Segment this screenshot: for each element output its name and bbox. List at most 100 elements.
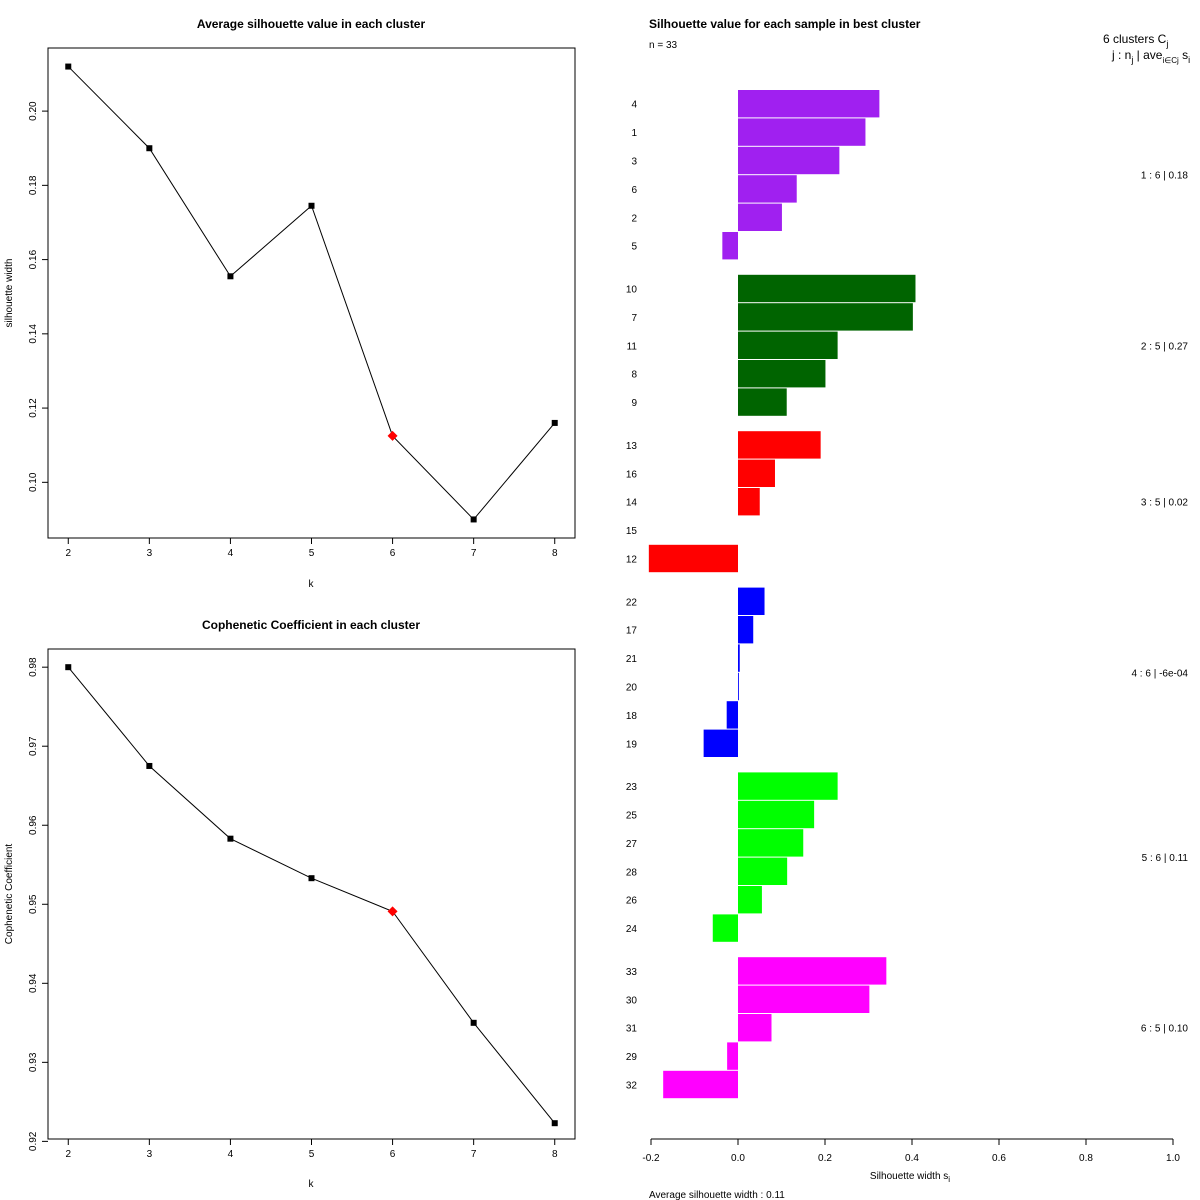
silhouette-bar <box>722 232 738 260</box>
cophenetic-data-point <box>65 664 72 671</box>
sample-label: 7 <box>631 313 637 324</box>
silhouette-x-tick-label: 0.4 <box>905 1153 919 1164</box>
sample-label: 32 <box>626 1081 638 1092</box>
silhouette-bar <box>738 360 826 388</box>
silhouette-x-tick-label: 0.6 <box>992 1153 1006 1164</box>
sample-label: 20 <box>626 683 638 694</box>
silhouette-bar <box>648 544 738 573</box>
avg-silhouette-title: Average silhouette value in each cluster <box>197 17 426 31</box>
silhouette-bar <box>738 957 887 985</box>
silhouette-bar <box>738 146 840 175</box>
cophenetic-data-point <box>146 762 153 769</box>
silhouette-bar <box>738 175 797 203</box>
sample-label: 3 <box>631 157 637 168</box>
sample-label: 12 <box>626 555 638 566</box>
avg-silhouette-data-point <box>551 419 558 426</box>
silhouette-bar <box>738 800 815 829</box>
avg-silhouette-best-k-point <box>387 430 398 441</box>
cophenetic-x-tick-label: 8 <box>552 1149 558 1160</box>
avg-silhouette-y-tick-label: 0.12 <box>28 398 39 418</box>
silhouette-x-tick-label: 0.2 <box>818 1153 832 1164</box>
avg-silhouette-x-tick-label: 2 <box>65 548 71 559</box>
silhouette-bar <box>738 488 760 516</box>
silhouette-bar <box>727 1042 739 1070</box>
sample-label: 8 <box>631 370 637 381</box>
cophenetic-x-tick-label: 4 <box>228 1149 234 1160</box>
sample-label: 11 <box>627 341 638 352</box>
sample-label: 26 <box>626 896 638 907</box>
silhouette-bar <box>738 303 913 331</box>
cluster-summary-label: 2 : 5 | 0.27 <box>1141 341 1189 352</box>
silhouette-x-tick-label: 0.0 <box>731 1153 745 1164</box>
sample-label: 6 <box>631 185 637 196</box>
silhouette-bar <box>738 985 870 1013</box>
cophenetic-data-point <box>470 1019 477 1026</box>
sample-label: 18 <box>626 711 638 722</box>
silhouette-plot-panel: Silhouette value for each sample in best… <box>626 17 1190 1200</box>
avg-silhouette-x-tick-label: 7 <box>471 548 477 559</box>
silhouette-bar <box>738 616 754 644</box>
sample-label: 21 <box>626 654 638 665</box>
avg-silhouette-x-tick-label: 5 <box>309 548 315 559</box>
sample-label: 22 <box>626 597 638 608</box>
avg-silhouette-panel: Average silhouette value in each cluster… <box>4 17 576 590</box>
silhouette-bar <box>738 772 838 800</box>
silhouette-bar <box>738 829 804 857</box>
cluster-summary-label: 5 : 6 | 0.11 <box>1142 853 1189 864</box>
cophenetic-x-tick-label: 3 <box>147 1149 153 1160</box>
sample-label: 10 <box>626 285 638 296</box>
cophenetic-x-axis-label: k <box>309 1179 315 1190</box>
sample-label: 13 <box>626 441 638 452</box>
cophenetic-data-point <box>308 875 315 882</box>
silhouette-bar <box>738 431 821 459</box>
sample-label: 30 <box>626 995 638 1006</box>
sample-label: 15 <box>626 526 638 537</box>
silhouette-bar <box>738 857 788 885</box>
silhouette-bar <box>738 459 775 487</box>
silhouette-bar <box>738 1014 772 1042</box>
avg-silhouette-data-point <box>227 273 234 280</box>
silhouette-bar <box>738 118 866 146</box>
sample-label: 27 <box>626 839 638 850</box>
silhouette-bar <box>738 672 739 701</box>
sample-label: 23 <box>626 782 638 793</box>
sample-label: 16 <box>626 469 638 480</box>
silhouette-header-line-2: j : nj | avei∈Cj si <box>1111 48 1190 65</box>
silhouette-x-tick-label: 0.8 <box>1079 1153 1093 1164</box>
sample-label: 4 <box>631 100 637 111</box>
cluster-summary-label: 1 : 6 | 0.18 <box>1141 171 1189 182</box>
silhouette-x-tick-label: 1.0 <box>1166 1153 1180 1164</box>
sample-count-label: n = 33 <box>649 40 678 51</box>
avg-silhouette-y-axis-label: silhouette width <box>4 259 15 328</box>
silhouette-bar <box>738 203 782 231</box>
avg-silhouette-y-tick-label: 0.20 <box>28 101 39 121</box>
cophenetic-y-tick-label: 0.98 <box>28 657 39 677</box>
silhouette-bar <box>738 644 740 672</box>
silhouette-bar <box>738 274 916 303</box>
avg-silhouette-data-point <box>146 145 153 152</box>
cophenetic-y-tick-label: 0.92 <box>28 1131 39 1151</box>
avg-silhouette-data-point <box>65 63 72 70</box>
cophenetic-y-tick-label: 0.95 <box>28 894 39 914</box>
silhouette-plot-title: Silhouette value for each sample in best… <box>649 17 921 31</box>
avg-silhouette-x-tick-label: 4 <box>228 548 234 559</box>
silhouette-bar <box>738 90 880 118</box>
sample-label: 2 <box>631 213 637 224</box>
cophenetic-title: Cophenetic Coefficient in each cluster <box>202 618 420 632</box>
sample-label: 29 <box>626 1052 638 1063</box>
sample-label: 31 <box>626 1024 638 1035</box>
avg-silhouette-y-tick-label: 0.16 <box>28 249 39 269</box>
cophenetic-x-tick-label: 2 <box>65 1149 71 1160</box>
cluster-summary-label: 4 : 6 | -6e-04 <box>1131 668 1188 679</box>
avg-silhouette-x-tick-label: 8 <box>552 548 558 559</box>
silhouette-bar <box>738 331 838 359</box>
sample-label: 14 <box>626 498 638 509</box>
silhouette-bar <box>738 886 762 914</box>
silhouette-header-line-1: 6 clusters Cj <box>1103 32 1168 49</box>
cophenetic-x-tick-label: 6 <box>390 1149 396 1160</box>
cophenetic-y-tick-label: 0.96 <box>28 815 39 835</box>
avg-silhouette-x-tick-label: 3 <box>147 548 153 559</box>
silhouette-bar <box>663 1070 738 1099</box>
